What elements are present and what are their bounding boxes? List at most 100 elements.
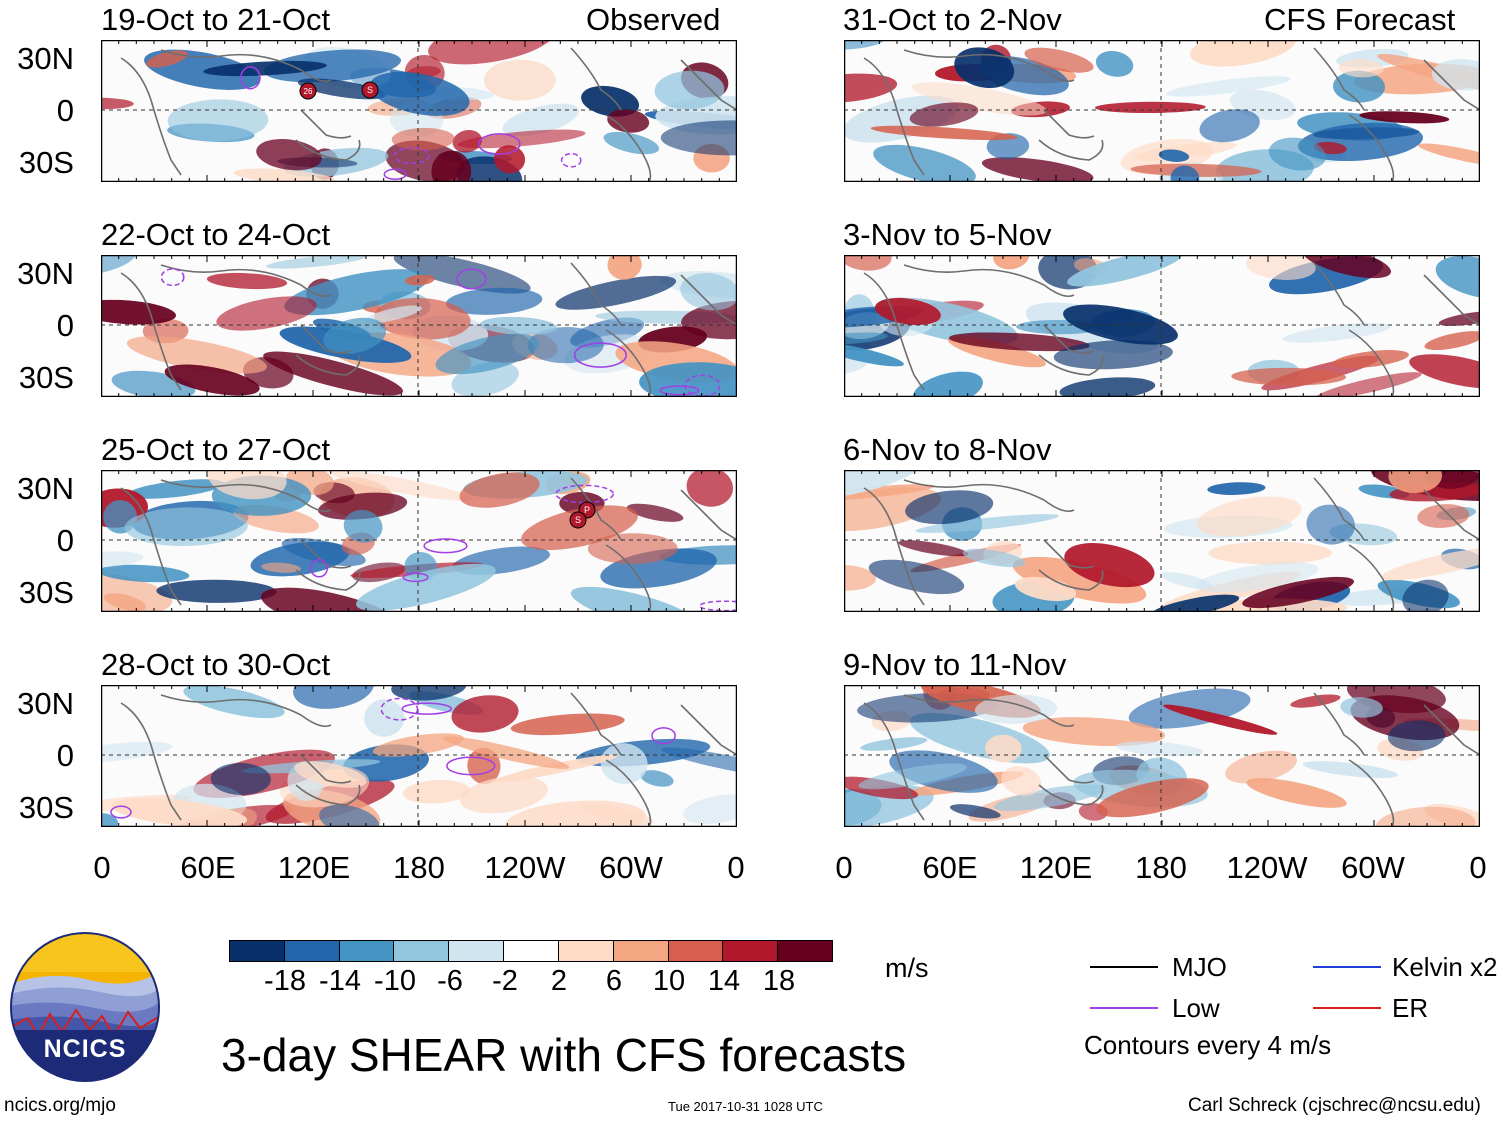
colorbar-tick-label: 6	[605, 965, 623, 997]
colorbar-swatch	[283, 941, 339, 961]
shear-blob	[1302, 255, 1392, 279]
coastline	[300, 754, 352, 784]
shear-blob	[909, 102, 979, 127]
shear-blob	[266, 255, 366, 269]
shear-blob	[981, 157, 1094, 182]
shear-blob	[493, 145, 526, 174]
map-panel-fc-1	[844, 40, 1480, 182]
coastline	[1423, 489, 1480, 541]
shear-blob	[405, 274, 435, 286]
shear-blob	[103, 593, 147, 612]
shear-blob	[1150, 594, 1240, 612]
low-contour	[160, 268, 185, 287]
shear-blob	[319, 804, 380, 827]
shear-blob	[126, 336, 267, 374]
coastline	[1043, 324, 1095, 354]
shear-blob	[603, 131, 660, 155]
shear-blob	[101, 551, 144, 568]
colorbar-tick-label: -2	[492, 965, 518, 997]
shear-blob	[1333, 70, 1385, 103]
footer-url[interactable]: ncics.org/mjo	[4, 1095, 116, 1116]
shear-blob	[1332, 350, 1409, 369]
colorbar-tick-label: 14	[707, 965, 741, 997]
legend-label-kelvin: Kelvin x2	[1392, 952, 1498, 982]
shear-blob	[330, 470, 472, 501]
shear-blob	[442, 736, 570, 769]
colorbar-swatch	[503, 941, 558, 961]
colorbar-tick-label: 2	[550, 965, 568, 997]
shear-blob	[502, 103, 579, 136]
coastline	[1348, 759, 1395, 827]
lat-label-30n: 30N	[17, 471, 74, 506]
footer-timestamp: Tue 2017-10-31 1028 UTC	[668, 1099, 823, 1114]
shear-blob	[1402, 579, 1449, 612]
shear-field	[844, 470, 1480, 612]
shear-blob	[1387, 720, 1446, 752]
storm-marker-26-text: 26	[304, 87, 313, 96]
low-contour	[555, 484, 615, 504]
shear-blob	[293, 685, 375, 709]
colorbar-swatch	[777, 941, 832, 961]
low-contour	[423, 538, 468, 554]
panel-title-fc-2: 3-Nov to 5-Nov	[843, 217, 1052, 252]
shear-blob	[402, 779, 471, 804]
shear-blob	[1063, 304, 1178, 345]
lat-label-eq: 0	[56, 93, 74, 128]
shear-blob	[974, 694, 1058, 724]
shear-blob	[581, 85, 640, 117]
lon-label-right-120e: 120E	[1019, 850, 1093, 885]
legend-label-low: Low	[1172, 993, 1220, 1023]
storm-marker-26: 26	[299, 82, 317, 100]
coastline	[1348, 114, 1395, 182]
shear-blob	[660, 120, 737, 156]
coastline	[160, 694, 332, 728]
lon-label-left-180: 180	[393, 850, 445, 885]
shear-blob	[1418, 143, 1480, 167]
shear-blob	[1059, 377, 1156, 397]
shear-blob	[364, 699, 405, 737]
lat-label-30n: 30N	[17, 686, 74, 721]
lon-label-right-60w: 60W	[1341, 850, 1405, 885]
shear-field	[844, 40, 1480, 182]
shear-blob	[1338, 59, 1384, 78]
shear-blob	[639, 362, 737, 397]
shear-blob	[993, 784, 1106, 811]
colorbar-unit: m/s	[885, 953, 929, 983]
colorbar-tick-label: -10	[374, 965, 416, 997]
coastline	[863, 57, 925, 176]
shear-blob	[1388, 470, 1442, 494]
low-contour	[560, 152, 582, 168]
shear-blob	[948, 332, 1090, 352]
shear-blob	[962, 548, 1026, 568]
shear-blob	[1208, 541, 1332, 565]
shear-field	[101, 470, 737, 612]
colorbar-swatch	[557, 941, 613, 961]
low-contour	[651, 727, 676, 745]
coastline	[680, 274, 737, 326]
ncics-logo-text: NCICS	[44, 1035, 127, 1063]
colorbar-swatch	[230, 941, 284, 961]
shear-blob	[1306, 504, 1355, 545]
coastline	[1038, 354, 1104, 376]
legend-line-low	[1090, 1007, 1158, 1009]
shear-blob	[527, 326, 604, 364]
coastline	[160, 264, 332, 298]
legend-note: Contours every 4 m/s	[1084, 1030, 1332, 1060]
shear-blob	[203, 60, 327, 77]
lon-label-left-60w: 60W	[599, 850, 663, 885]
coastline	[295, 354, 361, 376]
low-contour	[240, 66, 261, 90]
shear-blob	[369, 71, 470, 116]
shear-blob	[480, 316, 557, 335]
shear-blob	[1225, 750, 1298, 784]
shear-blob	[1196, 562, 1319, 593]
shear-blob	[1053, 340, 1173, 370]
shear-blob	[1096, 778, 1209, 818]
coastline	[120, 702, 182, 821]
shear-blob	[510, 713, 625, 736]
coastline	[903, 694, 1075, 728]
shear-blob	[101, 299, 176, 325]
lat-label-eq: 0	[56, 308, 74, 343]
footer-credit: Carl Schreck (cjschrec@ncsu.edu)	[1188, 1095, 1481, 1116]
shear-blob	[1163, 704, 1278, 735]
